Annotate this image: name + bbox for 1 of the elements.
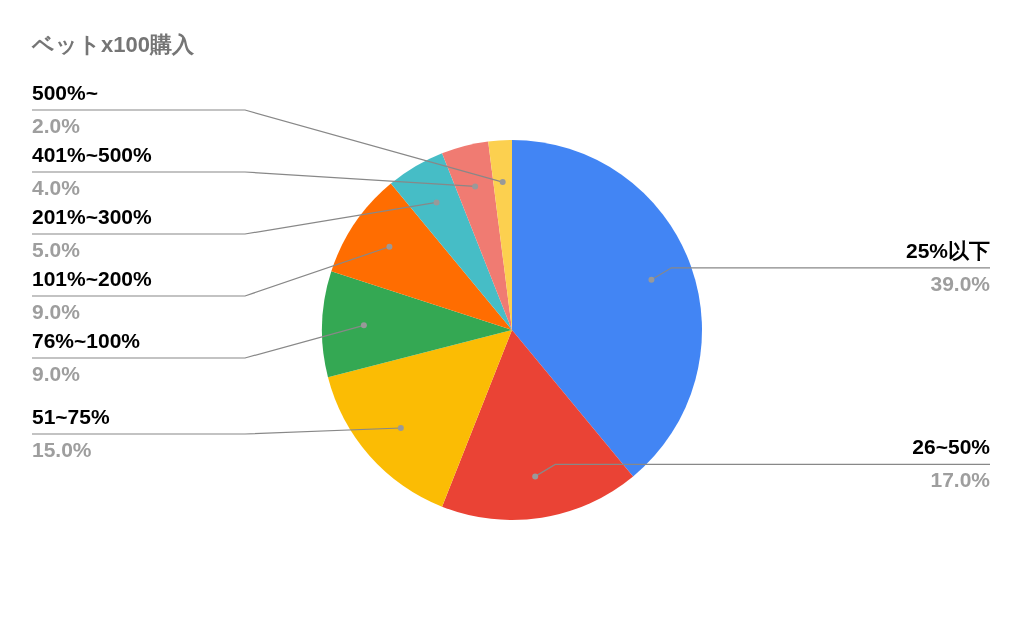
title: ベットx100購入 (32, 32, 194, 57)
